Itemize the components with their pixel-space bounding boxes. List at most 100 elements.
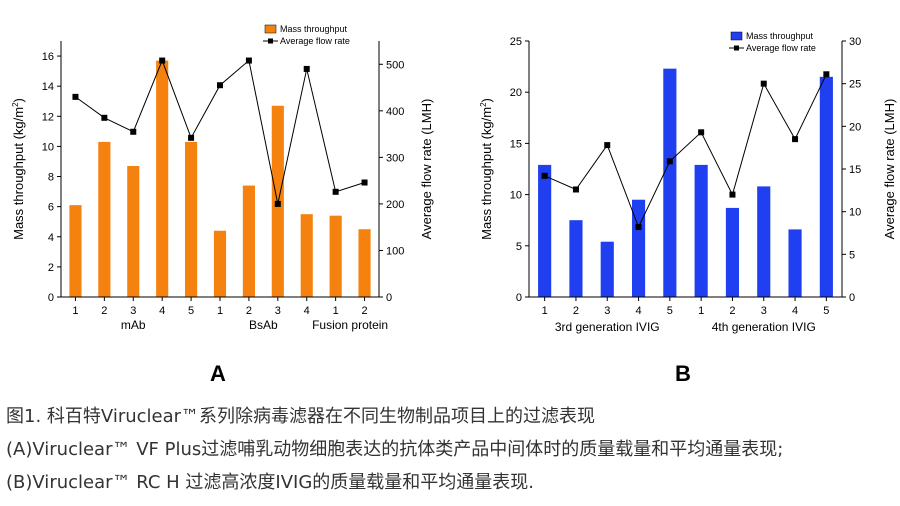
chart-b-bar-2 (569, 220, 583, 297)
caption-line-2: (A)Viruclear™ VF Plus过滤哺乳动物细胞表达的抗体类产品中间体… (6, 439, 784, 460)
chart-a-right-tick-label: 400 (386, 106, 404, 118)
chart-b-right-tick-label: 20 (849, 121, 861, 133)
chart-a-right-tick-label: 100 (386, 245, 404, 257)
chart-b-x-tick-label: 1 (542, 305, 548, 317)
chart-a-flow-rate-point-9 (303, 65, 310, 72)
chart-b-bar-5 (663, 68, 677, 297)
chart-a-flow-rate-point-10 (332, 188, 339, 195)
chart-a-bar-6 (213, 230, 227, 297)
chart-a-bar-11 (358, 229, 371, 297)
chart-b-right-tick-label: 25 (849, 79, 861, 91)
chart-a-legend-bar-swatch (264, 24, 277, 34)
chart-b-legend-line-marker (734, 45, 739, 51)
chart-b-bar-7 (725, 207, 740, 297)
chart-a-x-tick-label: 1 (333, 305, 339, 317)
chart-a-x-tick-label: 2 (361, 305, 367, 317)
chart-a-x-tick-label: 5 (188, 305, 194, 317)
chart-a-legend-line-label: Average flow rate (280, 36, 350, 46)
chart-b-left-tick-label: 10 (510, 190, 522, 202)
chart-a-x-tick-label: 3 (130, 305, 136, 317)
chart-b-bar-9 (788, 229, 802, 297)
chart-a-group-label: mAb (121, 318, 146, 332)
figure-caption: 图1. 科百特Viruclear™系列除病毒滤器在不同生物制品项目上的过滤表现 … (6, 400, 896, 499)
chart-a-group-label: BsAb (249, 318, 278, 332)
chart-a-left-tick-label: 14 (42, 81, 54, 93)
chart-b-flow-rate-point-7 (729, 191, 736, 198)
chart-b-right-tick-label: 15 (849, 164, 861, 176)
chart-b-flow-rate-point-6 (698, 129, 705, 136)
chart-b-flow-rate-point-5 (666, 158, 673, 165)
chart-b-bar-3 (600, 241, 614, 297)
caption-line-1: 图1. 科百特Viruclear™系列除病毒滤器在不同生物制品项目上的过滤表现 (6, 406, 596, 427)
chart-b-right-tick-label: 10 (849, 207, 861, 219)
chart-a-right-tick-label: 0 (386, 292, 392, 304)
chart-a-legend-bar-label: Mass throughput (280, 24, 348, 34)
chart-b-left-tick-label: 25 (510, 36, 522, 48)
chart-a-left-tick-label: 6 (48, 202, 54, 214)
chart-a-left-axis-title: Mass throughput (kg/m2) (11, 98, 26, 240)
chart-b-bar-4 (631, 199, 646, 297)
chart-b-x-tick-label: 3 (604, 305, 610, 317)
chart-a-bar-7 (242, 185, 255, 297)
chart-a-flow-rate-point-3 (130, 128, 137, 135)
chart-b-bar-10 (819, 76, 833, 297)
chart-a-flow-rate-point-4 (159, 57, 166, 64)
chart-a-bar-10 (329, 215, 342, 297)
chart-a-right-axis-title: Average flow rate (LMH) (419, 99, 434, 240)
chart-a-flow-rate-point-1 (72, 93, 79, 100)
caption-line-3: (B)Viruclear™ RC H 过滤高浓度IVIG的质量载量和平均通量表现… (6, 472, 535, 493)
chart-a-left-tick-label: 2 (48, 262, 54, 274)
chart-a-right-tick-label: 500 (386, 59, 404, 71)
chart-a-legend-line-marker (268, 38, 273, 44)
chart-b-group-label: 3rd generation IVIG (555, 320, 660, 334)
chart-a-flow-rate-point-7 (245, 57, 252, 64)
chart-b-flow-rate-point-8 (760, 80, 767, 87)
chart-b-group-label: 4th generation IVIG (712, 320, 816, 334)
chart-b-flow-rate-point-10 (823, 71, 830, 78)
chart-b-flow-rate-point-1 (541, 172, 548, 179)
chart-a-group-label: Fusion protein (312, 318, 388, 332)
chart-b-bar-1 (538, 164, 552, 297)
chart-b-bar-6 (694, 164, 708, 297)
chart-b-legend-line-label: Average flow rate (746, 43, 816, 53)
chart-b-x-tick-label: 2 (573, 305, 579, 317)
chart-a-bar-9 (300, 214, 313, 297)
chart-b-x-tick-label: 1 (698, 305, 704, 317)
chart-a-left-tick-label: 4 (48, 232, 54, 244)
chart-b-panel-label: B (675, 361, 691, 386)
chart-a-bar-2 (98, 141, 111, 297)
chart-a-right-tick-label: 300 (386, 152, 404, 164)
chart-a-right-tick-label: 200 (386, 199, 404, 211)
chart-b-legend-bar-swatch (730, 31, 743, 41)
chart-a-left-tick-label: 16 (42, 51, 54, 63)
chart-a-x-tick-label: 4 (159, 305, 165, 317)
chart-a-x-tick-label: 2 (246, 305, 252, 317)
chart-a-bar-4 (156, 60, 169, 297)
chart-a-left-tick-label: 0 (48, 292, 54, 304)
chart-a-flow-rate-point-11 (361, 179, 368, 186)
chart-a-left-tick-label: 10 (42, 141, 54, 153)
chart-a-x-tick-label: 1 (72, 305, 78, 317)
chart-a-x-tick-label: 2 (101, 305, 107, 317)
chart-a-bar-3 (127, 165, 140, 297)
chart-b-left-tick-label: 0 (516, 292, 522, 304)
chart-b-flow-rate-line (544, 74, 827, 229)
chart-a-flow-rate-line (75, 59, 365, 205)
chart-b-right-tick-label: 30 (849, 36, 861, 48)
chart-b-flow-rate-point-4 (635, 224, 642, 231)
chart-b-flow-rate-point-9 (792, 136, 799, 143)
chart-b-x-tick-label: 5 (823, 305, 829, 317)
chart-b-left-tick-label: 20 (510, 87, 522, 99)
chart-b-right-tick-label: 5 (849, 249, 855, 261)
chart-b-x-tick-label: 3 (761, 305, 767, 317)
chart-b-x-tick-label: 2 (729, 305, 735, 317)
chart-b-left-axis-title: Mass throughput (kg/m2) (479, 98, 494, 240)
chart-a-bar-1 (69, 205, 82, 297)
chart-b-x-tick-label: 4 (792, 305, 798, 317)
chart-b-x-tick-label: 5 (667, 305, 673, 317)
chart-a-left-tick-label: 8 (48, 172, 54, 184)
chart-b-bar-8 (757, 186, 771, 297)
chart-a-panel-label: A (210, 361, 226, 386)
chart-b-x-tick-label: 4 (635, 305, 641, 317)
chart-a-flow-rate-point-8 (274, 200, 281, 207)
